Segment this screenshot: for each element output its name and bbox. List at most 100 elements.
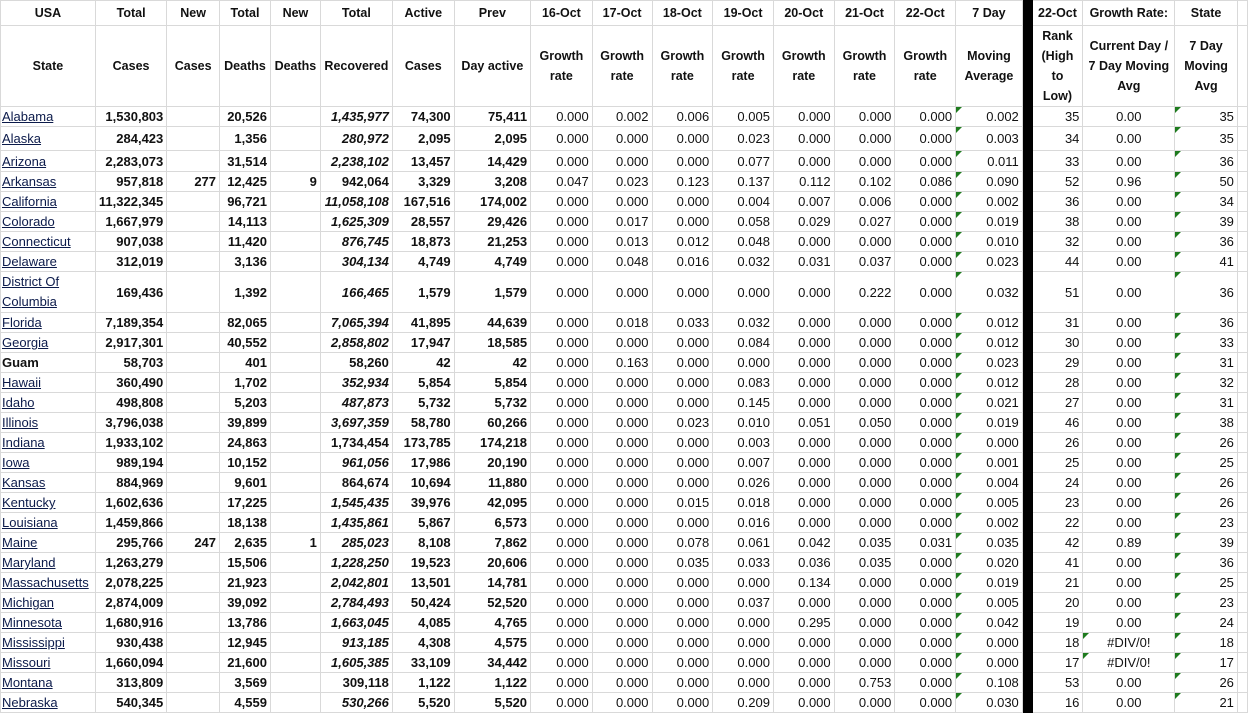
rank-cell[interactable]: 53 — [1031, 672, 1084, 693]
new-deaths-cell[interactable] — [269, 632, 321, 653]
active-cases-cell[interactable]: 28,557 — [391, 211, 455, 232]
empty-cell[interactable] — [1236, 251, 1248, 272]
growth-rate-cell[interactable]: 0.058 — [712, 211, 774, 232]
growth-rate-cell[interactable]: 0.000 — [772, 312, 835, 333]
total-recovered-cell[interactable]: 913,185 — [319, 632, 393, 653]
state-link[interactable]: Hawaii — [2, 375, 42, 390]
empty-cell[interactable] — [1236, 231, 1248, 252]
total-recovered-cell[interactable]: 285,023 — [319, 532, 393, 553]
total-cases-cell[interactable]: 312,019 — [94, 251, 168, 272]
rank-cell[interactable]: 34 — [1031, 126, 1084, 151]
new-deaths-cell[interactable] — [269, 572, 321, 593]
new-cases-cell[interactable] — [166, 672, 221, 693]
state-7day-avg-cell[interactable]: 21 — [1174, 692, 1238, 713]
prev-day-active-cell[interactable]: 60,266 — [453, 412, 532, 433]
total-deaths-cell[interactable]: 12,425 — [219, 171, 271, 192]
growth-ratio-cell[interactable]: 0.00 — [1082, 231, 1176, 252]
state-cell[interactable]: Mississippi — [0, 632, 96, 653]
total-recovered-cell[interactable]: 2,238,102 — [319, 150, 393, 172]
total-cases-cell[interactable]: 313,809 — [94, 672, 168, 693]
new-cases-cell[interactable]: 277 — [166, 171, 221, 192]
total-recovered-cell[interactable]: 309,118 — [319, 672, 393, 693]
state-link[interactable]: California — [2, 194, 57, 209]
new-deaths-cell[interactable] — [269, 612, 321, 633]
empty-cell[interactable] — [1236, 150, 1248, 172]
growth-rate-cell[interactable]: 0.000 — [772, 432, 835, 453]
growth-rate-cell[interactable]: 0.000 — [833, 392, 896, 413]
growth-rate-cell[interactable]: 0.000 — [651, 652, 714, 673]
state-cell[interactable]: Hawaii — [0, 372, 96, 393]
total-deaths-cell[interactable]: 21,923 — [219, 572, 271, 593]
growth-rate-cell[interactable]: 0.031 — [894, 532, 957, 553]
column-header[interactable]: Deaths — [269, 25, 321, 107]
column-header[interactable]: 19-Oct — [712, 0, 774, 26]
growth-rate-cell[interactable]: 0.016 — [651, 251, 714, 272]
growth-rate-cell[interactable]: 0.000 — [651, 271, 714, 313]
total-cases-cell[interactable]: 1,680,916 — [94, 612, 168, 633]
moving-average-cell[interactable]: 0.023 — [955, 352, 1023, 373]
new-cases-cell[interactable] — [166, 612, 221, 633]
growth-rate-cell[interactable]: 0.000 — [651, 612, 714, 633]
total-deaths-cell[interactable]: 12,945 — [219, 632, 271, 653]
moving-average-cell[interactable]: 0.000 — [955, 632, 1023, 653]
new-cases-cell[interactable] — [166, 150, 221, 172]
growth-rate-cell[interactable]: 0.000 — [894, 552, 957, 573]
state-link[interactable]: Alaska — [2, 131, 42, 146]
growth-rate-cell[interactable]: 0.000 — [833, 150, 896, 172]
empty-cell[interactable] — [1236, 612, 1248, 633]
growth-rate-cell[interactable]: 0.000 — [530, 432, 593, 453]
state-7day-avg-cell[interactable]: 39 — [1174, 211, 1238, 232]
total-deaths-cell[interactable]: 5,203 — [219, 392, 271, 413]
empty-cell[interactable] — [1236, 552, 1248, 573]
state-link[interactable]: Montana — [2, 675, 53, 690]
growth-rate-cell[interactable]: 0.000 — [591, 472, 653, 493]
active-cases-cell[interactable]: 58,780 — [391, 412, 455, 433]
state-7day-avg-cell[interactable]: 36 — [1174, 552, 1238, 573]
new-deaths-cell[interactable] — [269, 692, 321, 713]
prev-day-active-cell[interactable]: 20,190 — [453, 452, 532, 473]
growth-rate-cell[interactable]: 0.000 — [591, 672, 653, 693]
active-cases-cell[interactable]: 33,109 — [391, 652, 455, 673]
moving-average-cell[interactable]: 0.004 — [955, 472, 1023, 493]
new-deaths-cell[interactable] — [269, 392, 321, 413]
state-link[interactable]: Iowa — [2, 455, 30, 470]
active-cases-cell[interactable]: 18,873 — [391, 231, 455, 252]
new-deaths-cell[interactable] — [269, 372, 321, 393]
prev-day-active-cell[interactable]: 1,122 — [453, 672, 532, 693]
rank-cell[interactable]: 21 — [1031, 572, 1084, 593]
growth-rate-cell[interactable]: 0.026 — [712, 472, 774, 493]
empty-cell[interactable] — [1236, 271, 1248, 313]
rank-cell[interactable]: 19 — [1031, 612, 1084, 633]
growth-rate-cell[interactable]: 0.000 — [651, 332, 714, 353]
state-cell[interactable]: Minnesota — [0, 612, 96, 633]
growth-rate-cell[interactable]: 0.000 — [591, 592, 653, 613]
growth-rate-cell[interactable]: 0.000 — [712, 672, 774, 693]
active-cases-cell[interactable]: 4,749 — [391, 251, 455, 272]
state-link[interactable]: Georgia — [2, 335, 49, 350]
total-deaths-cell[interactable]: 15,506 — [219, 552, 271, 573]
growth-ratio-cell[interactable]: 0.00 — [1082, 271, 1176, 313]
growth-rate-cell[interactable]: 0.000 — [530, 271, 593, 313]
empty-cell[interactable] — [1236, 191, 1248, 212]
growth-rate-cell[interactable]: 0.000 — [833, 492, 896, 513]
column-header[interactable]: Growth Rate: — [1082, 0, 1176, 26]
growth-rate-cell[interactable]: 0.027 — [833, 211, 896, 232]
growth-ratio-cell[interactable]: 0.00 — [1082, 211, 1176, 232]
moving-average-cell[interactable]: 0.010 — [955, 231, 1023, 252]
growth-rate-cell[interactable]: 0.000 — [772, 672, 835, 693]
growth-rate-cell[interactable]: 0.000 — [894, 692, 957, 713]
growth-rate-cell[interactable]: 0.000 — [530, 211, 593, 232]
growth-rate-cell[interactable]: 0.035 — [651, 552, 714, 573]
empty-cell[interactable] — [1236, 652, 1248, 673]
column-header[interactable]: 17-Oct — [591, 0, 653, 26]
state-link[interactable]: Indiana — [2, 435, 45, 450]
growth-rate-cell[interactable]: 0.000 — [591, 432, 653, 453]
state-cell[interactable]: Alabama — [0, 106, 96, 127]
rank-cell[interactable]: 28 — [1031, 372, 1084, 393]
growth-ratio-cell[interactable]: 0.00 — [1082, 612, 1176, 633]
growth-ratio-cell[interactable]: 0.00 — [1082, 492, 1176, 513]
state-link[interactable]: District Of Columbia — [2, 274, 60, 309]
growth-rate-cell[interactable]: 0.000 — [772, 126, 835, 151]
growth-rate-cell[interactable]: 0.000 — [530, 352, 593, 373]
growth-rate-cell[interactable]: 0.000 — [651, 372, 714, 393]
